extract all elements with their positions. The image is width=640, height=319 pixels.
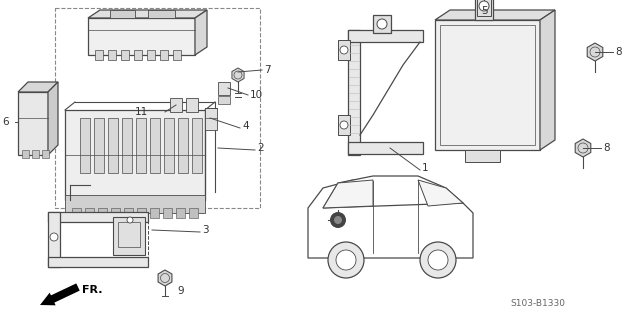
Bar: [80, 118, 90, 173]
Bar: [348, 30, 423, 42]
Circle shape: [334, 216, 342, 224]
Bar: [136, 118, 146, 173]
Polygon shape: [195, 10, 207, 55]
Bar: [48, 212, 148, 262]
Polygon shape: [88, 10, 207, 18]
Polygon shape: [308, 180, 473, 258]
Bar: [338, 40, 350, 60]
Circle shape: [330, 212, 346, 228]
Bar: [338, 115, 350, 135]
Bar: [440, 25, 535, 145]
Bar: [348, 142, 423, 154]
Text: 8: 8: [603, 143, 610, 153]
Bar: [178, 118, 188, 173]
Text: FR.: FR.: [82, 285, 102, 295]
Bar: [118, 222, 140, 247]
Polygon shape: [435, 10, 555, 20]
Polygon shape: [18, 82, 58, 92]
Bar: [218, 96, 230, 104]
Circle shape: [340, 46, 348, 54]
Bar: [42, 150, 49, 158]
Bar: [477, 0, 491, 16]
Bar: [95, 50, 103, 60]
Text: 2: 2: [257, 143, 264, 153]
Polygon shape: [88, 18, 195, 55]
Bar: [111, 208, 120, 218]
Bar: [147, 50, 155, 60]
Polygon shape: [418, 180, 463, 206]
Polygon shape: [575, 139, 591, 157]
Bar: [124, 208, 133, 218]
Polygon shape: [323, 176, 463, 208]
Bar: [32, 150, 39, 158]
Polygon shape: [218, 82, 230, 95]
Bar: [192, 118, 202, 173]
Bar: [176, 208, 185, 218]
Circle shape: [377, 19, 387, 29]
Circle shape: [127, 217, 133, 223]
Bar: [121, 50, 129, 60]
Bar: [475, 0, 493, 20]
Text: 4: 4: [242, 121, 248, 131]
Circle shape: [428, 250, 448, 270]
Bar: [94, 118, 104, 173]
Bar: [108, 50, 116, 60]
Text: 5: 5: [481, 6, 488, 16]
Polygon shape: [18, 92, 48, 155]
Polygon shape: [170, 98, 182, 112]
Polygon shape: [540, 10, 555, 150]
Polygon shape: [232, 68, 244, 82]
Bar: [65, 195, 205, 213]
Bar: [348, 30, 360, 155]
Text: 7: 7: [264, 65, 271, 75]
Polygon shape: [588, 43, 603, 61]
Bar: [189, 208, 198, 218]
Bar: [435, 20, 540, 150]
Bar: [65, 110, 205, 200]
Circle shape: [340, 121, 348, 129]
Bar: [137, 208, 146, 218]
FancyArrow shape: [40, 283, 80, 305]
Bar: [160, 50, 168, 60]
Circle shape: [50, 233, 58, 241]
Bar: [134, 50, 142, 60]
Polygon shape: [158, 270, 172, 286]
Polygon shape: [205, 108, 217, 130]
Bar: [150, 208, 159, 218]
Text: 1: 1: [422, 163, 429, 173]
Bar: [163, 208, 172, 218]
Polygon shape: [110, 10, 135, 18]
Text: S103-B1330: S103-B1330: [510, 299, 565, 308]
Text: 6: 6: [2, 117, 8, 127]
Bar: [48, 257, 148, 267]
Bar: [373, 15, 391, 33]
Text: 9: 9: [177, 286, 184, 296]
Circle shape: [328, 242, 364, 278]
Bar: [122, 118, 132, 173]
Text: 3: 3: [202, 225, 209, 235]
Bar: [55, 8, 260, 208]
Bar: [164, 118, 174, 173]
Polygon shape: [48, 82, 58, 155]
Polygon shape: [186, 98, 198, 112]
Bar: [48, 212, 148, 222]
Bar: [108, 118, 118, 173]
Bar: [72, 208, 81, 218]
Bar: [465, 150, 500, 162]
Bar: [48, 212, 60, 267]
Circle shape: [420, 242, 456, 278]
Polygon shape: [148, 10, 175, 18]
Bar: [85, 208, 94, 218]
Bar: [150, 118, 160, 173]
Text: 11: 11: [135, 107, 148, 117]
Text: 8: 8: [615, 47, 621, 57]
Bar: [22, 150, 29, 158]
Circle shape: [479, 1, 489, 11]
Bar: [98, 208, 107, 218]
Circle shape: [336, 250, 356, 270]
Bar: [173, 50, 181, 60]
Bar: [113, 217, 145, 255]
Text: 10: 10: [250, 90, 263, 100]
Polygon shape: [323, 180, 373, 208]
